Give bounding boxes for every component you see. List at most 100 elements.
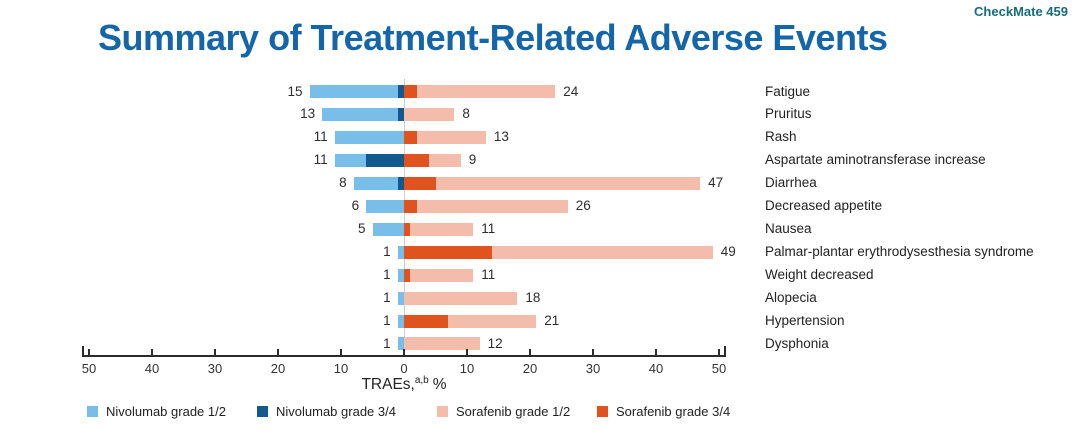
right-value-label: 18 xyxy=(525,290,541,306)
study-badge: CheckMate 459 xyxy=(974,4,1068,19)
segment-nivolumab-grade12 xyxy=(334,130,404,144)
axis-tick xyxy=(214,349,216,355)
right-value-label: 11 xyxy=(481,221,496,237)
segment-sorafenib-grade12 xyxy=(435,176,701,190)
legend: Nivolumab grade 1/2 Nivolumab grade 3/4 So… xyxy=(0,403,1080,423)
segment-sorafenib-grade34 xyxy=(404,222,411,236)
legend-label: Nivolumab grade 1/2 xyxy=(106,403,226,419)
bar-right-sorafenib-hypertension xyxy=(404,314,537,328)
legend-item-sorafenib-grade-1-2: Sorafenib grade 1/2 xyxy=(437,403,570,419)
segment-sorafenib-grade34 xyxy=(404,85,417,98)
bar-left-nivolumab-palmar-plantar-erythrodysesthesia-syndrome xyxy=(397,245,404,259)
bar-left-nivolumab-pruritus xyxy=(322,107,404,121)
segment-sorafenib-grade34 xyxy=(404,199,417,213)
segment-sorafenib-grade12 xyxy=(492,245,713,259)
left-value-label: 1 xyxy=(383,267,391,283)
axis-tick xyxy=(88,349,90,355)
segment-sorafenib-grade12 xyxy=(410,268,474,282)
category-label-pruritus: Pruritus xyxy=(765,106,812,122)
category-label-weight-decreased: Weight decreased xyxy=(765,267,874,283)
segment-nivolumab-grade34 xyxy=(366,153,404,167)
bar-right-sorafenib-aspartate-aminotransferase-increase xyxy=(404,153,461,167)
bar-right-sorafenib-rash xyxy=(404,130,486,144)
segment-sorafenib-grade12 xyxy=(416,199,568,213)
x-axis-label-prefix: TRAEs, xyxy=(361,376,415,394)
right-value-label: 49 xyxy=(720,244,736,260)
axis-tick-label: 50 xyxy=(711,361,727,376)
category-label-alopecia: Alopecia xyxy=(765,290,817,306)
bar-left-nivolumab-hypertension xyxy=(397,314,404,328)
legend-chip-icon xyxy=(437,405,448,417)
axis-tick-label: 20 xyxy=(522,361,538,376)
axis-tick xyxy=(529,349,531,355)
segment-nivolumab-grade12 xyxy=(322,107,398,121)
axis-tick-label: 50 xyxy=(81,361,97,376)
axis-tick xyxy=(466,349,468,355)
segment-nivolumab-grade34 xyxy=(397,107,404,121)
right-value-label: 11 xyxy=(481,267,496,283)
segment-sorafenib-grade12 xyxy=(404,107,455,121)
bar-right-sorafenib-dysphonia xyxy=(404,337,480,351)
segment-sorafenib-grade34 xyxy=(404,130,417,144)
bar-right-sorafenib-nausea xyxy=(404,222,474,236)
legend-label: Nivolumab grade 3/4 xyxy=(276,403,396,419)
axis-tick xyxy=(151,349,153,355)
right-value-label: 9 xyxy=(468,152,477,168)
category-label-hypertension: Hypertension xyxy=(765,313,845,328)
axis-tick xyxy=(277,349,279,355)
left-value-label: 6 xyxy=(351,198,360,214)
category-label-palmar-plantar-erythrodysesthesia-syndrome: Palmar-plantar erythrodysesthesia syndro… xyxy=(765,244,1034,260)
right-value-label: 13 xyxy=(493,129,509,145)
x-axis-label-suffix: % xyxy=(432,376,447,394)
axis-tick-label: 10 xyxy=(459,361,475,376)
axis-tick xyxy=(340,349,342,355)
axis-tick-label: 20 xyxy=(270,361,286,376)
left-value-label: 11 xyxy=(313,129,328,145)
axis-end-cap-right xyxy=(724,346,726,355)
segment-sorafenib-grade12 xyxy=(410,222,474,236)
segment-sorafenib-grade12 xyxy=(416,85,556,98)
legend-chip-icon xyxy=(257,405,268,417)
segment-nivolumab-grade12 xyxy=(397,314,404,328)
bar-right-sorafenib-alopecia xyxy=(404,291,518,305)
left-value-label: 5 xyxy=(357,221,366,237)
segment-sorafenib-grade34 xyxy=(404,176,436,190)
right-value-label: 24 xyxy=(563,83,579,99)
bar-left-nivolumab-alopecia xyxy=(397,291,404,305)
legend-chip-icon xyxy=(597,405,608,417)
bar-left-nivolumab-nausea xyxy=(372,222,404,236)
segment-nivolumab-grade12 xyxy=(334,153,367,167)
category-label-aspartate-aminotransferase-increase: Aspartate aminotransferase increase xyxy=(765,152,986,168)
legend-item-nivolumab-grade-1-2: Nivolumab grade 1/2 xyxy=(87,403,226,419)
bar-left-nivolumab-dysphonia xyxy=(397,337,404,351)
bar-right-sorafenib-pruritus xyxy=(404,107,455,121)
segment-nivolumab-grade12 xyxy=(397,245,404,259)
axis-tick-label: 0 xyxy=(400,361,408,376)
legend-item-sorafenib-grade-3-4: Sorafenib grade 3/4 xyxy=(597,403,730,419)
left-value-label: 15 xyxy=(287,83,303,99)
left-value-label: 8 xyxy=(339,175,347,191)
segment-nivolumab-grade12 xyxy=(309,85,398,98)
bar-left-nivolumab-weight-decreased xyxy=(397,268,404,282)
axis-tick-label: 30 xyxy=(207,361,223,376)
segment-sorafenib-grade12 xyxy=(429,153,461,167)
segment-nivolumab-grade34 xyxy=(397,85,404,98)
bar-right-sorafenib-fatigue xyxy=(404,85,556,98)
bar-right-sorafenib-diarrhea xyxy=(404,176,701,190)
axis-tick xyxy=(592,349,594,355)
segment-sorafenib-grade34 xyxy=(404,245,493,259)
category-label-fatigue: Fatigue xyxy=(765,83,811,99)
segment-sorafenib-grade12 xyxy=(416,130,486,144)
right-value-label: 8 xyxy=(462,106,470,122)
segment-sorafenib-grade12 xyxy=(448,314,537,328)
left-value-label: 11 xyxy=(313,152,328,168)
category-label-nausea: Nausea xyxy=(765,221,812,237)
left-value-label: 1 xyxy=(383,313,391,328)
axis-tick-label: 40 xyxy=(144,361,160,376)
bar-right-sorafenib-decreased-appetite xyxy=(404,199,568,213)
axis-end-cap-left xyxy=(82,346,84,355)
axis-tick xyxy=(403,349,405,355)
segment-nivolumab-grade12 xyxy=(353,176,398,190)
axis-line xyxy=(82,355,726,357)
